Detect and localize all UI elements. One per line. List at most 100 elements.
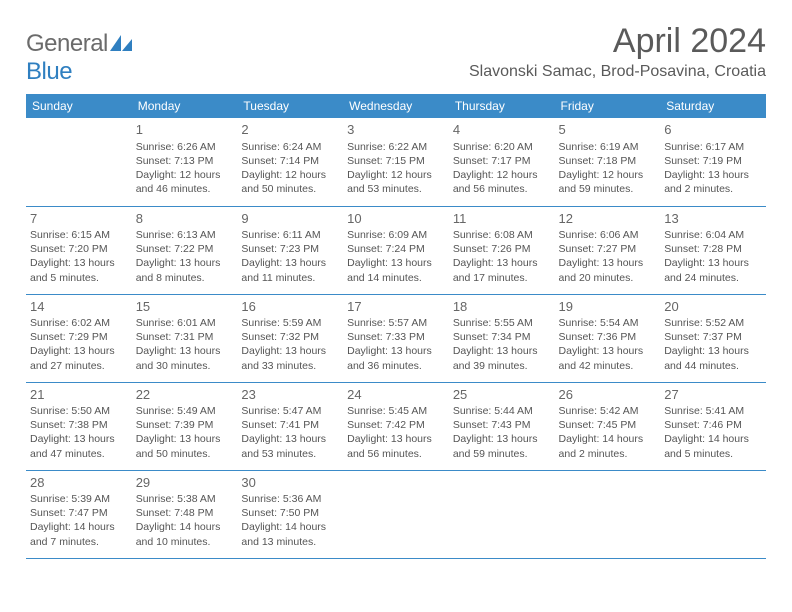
calendar-cell: 22Sunrise: 5:49 AMSunset: 7:39 PMDayligh… xyxy=(132,382,238,470)
daylight-text: and 42 minutes. xyxy=(559,359,657,373)
day-number: 29 xyxy=(136,474,234,492)
calendar-cell: 24Sunrise: 5:45 AMSunset: 7:42 PMDayligh… xyxy=(343,382,449,470)
sunset-text: Sunset: 7:27 PM xyxy=(559,242,657,256)
day-number: 20 xyxy=(664,298,762,316)
sunset-text: Sunset: 7:42 PM xyxy=(347,418,445,432)
sunset-text: Sunset: 7:41 PM xyxy=(241,418,339,432)
calendar-cell xyxy=(660,470,766,558)
daylight-text: Daylight: 13 hours xyxy=(453,432,551,446)
sunset-text: Sunset: 7:38 PM xyxy=(30,418,128,432)
sunrise-text: Sunrise: 5:41 AM xyxy=(664,404,762,418)
daylight-text: Daylight: 14 hours xyxy=(241,520,339,534)
calendar-cell: 13Sunrise: 6:04 AMSunset: 7:28 PMDayligh… xyxy=(660,206,766,294)
sunrise-text: Sunrise: 5:57 AM xyxy=(347,316,445,330)
calendar-cell: 30Sunrise: 5:36 AMSunset: 7:50 PMDayligh… xyxy=(237,470,343,558)
sunrise-text: Sunrise: 6:08 AM xyxy=(453,228,551,242)
daylight-text: and 11 minutes. xyxy=(241,271,339,285)
sunset-text: Sunset: 7:31 PM xyxy=(136,330,234,344)
sunrise-text: Sunrise: 5:52 AM xyxy=(664,316,762,330)
daylight-text: Daylight: 13 hours xyxy=(136,256,234,270)
sunset-text: Sunset: 7:19 PM xyxy=(664,154,762,168)
daylight-text: Daylight: 14 hours xyxy=(559,432,657,446)
sunset-text: Sunset: 7:32 PM xyxy=(241,330,339,344)
daylight-text: and 20 minutes. xyxy=(559,271,657,285)
daylight-text: Daylight: 13 hours xyxy=(664,344,762,358)
calendar-week: 28Sunrise: 5:39 AMSunset: 7:47 PMDayligh… xyxy=(26,470,766,558)
day-number: 25 xyxy=(453,386,551,404)
calendar-cell: 15Sunrise: 6:01 AMSunset: 7:31 PMDayligh… xyxy=(132,294,238,382)
sunrise-text: Sunrise: 5:42 AM xyxy=(559,404,657,418)
month-title: April 2024 xyxy=(469,22,766,61)
sunrise-text: Sunrise: 6:11 AM xyxy=(241,228,339,242)
sunset-text: Sunset: 7:23 PM xyxy=(241,242,339,256)
calendar-table: Sunday Monday Tuesday Wednesday Thursday… xyxy=(26,94,766,559)
brand-logo: General Blue xyxy=(26,30,132,86)
day-number: 11 xyxy=(453,210,551,228)
header: General Blue April 2024 Slavonski Samac,… xyxy=(26,22,766,86)
sunrise-text: Sunrise: 5:36 AM xyxy=(241,492,339,506)
daylight-text: Daylight: 12 hours xyxy=(241,168,339,182)
day-number: 15 xyxy=(136,298,234,316)
calendar-week: 14Sunrise: 6:02 AMSunset: 7:29 PMDayligh… xyxy=(26,294,766,382)
day-number: 23 xyxy=(241,386,339,404)
daylight-text: and 17 minutes. xyxy=(453,271,551,285)
daylight-text: and 2 minutes. xyxy=(664,182,762,196)
sunset-text: Sunset: 7:46 PM xyxy=(664,418,762,432)
daylight-text: and 36 minutes. xyxy=(347,359,445,373)
daylight-text: and 33 minutes. xyxy=(241,359,339,373)
daylight-text: and 46 minutes. xyxy=(136,182,234,196)
dayname-wed: Wednesday xyxy=(343,94,449,118)
sunset-text: Sunset: 7:26 PM xyxy=(453,242,551,256)
sunrise-text: Sunrise: 6:09 AM xyxy=(347,228,445,242)
day-number: 21 xyxy=(30,386,128,404)
calendar-cell: 2Sunrise: 6:24 AMSunset: 7:14 PMDaylight… xyxy=(237,118,343,206)
day-number: 13 xyxy=(664,210,762,228)
daylight-text: and 27 minutes. xyxy=(30,359,128,373)
sunset-text: Sunset: 7:50 PM xyxy=(241,506,339,520)
calendar-cell: 23Sunrise: 5:47 AMSunset: 7:41 PMDayligh… xyxy=(237,382,343,470)
day-number: 16 xyxy=(241,298,339,316)
daylight-text: Daylight: 13 hours xyxy=(136,344,234,358)
calendar-cell: 26Sunrise: 5:42 AMSunset: 7:45 PMDayligh… xyxy=(555,382,661,470)
sunrise-text: Sunrise: 5:47 AM xyxy=(241,404,339,418)
calendar-cell: 28Sunrise: 5:39 AMSunset: 7:47 PMDayligh… xyxy=(26,470,132,558)
title-block: April 2024 Slavonski Samac, Brod-Posavin… xyxy=(469,22,766,81)
calendar-cell: 5Sunrise: 6:19 AMSunset: 7:18 PMDaylight… xyxy=(555,118,661,206)
sunrise-text: Sunrise: 6:24 AM xyxy=(241,140,339,154)
calendar-cell: 16Sunrise: 5:59 AMSunset: 7:32 PMDayligh… xyxy=(237,294,343,382)
sunrise-text: Sunrise: 5:39 AM xyxy=(30,492,128,506)
dayname-sat: Saturday xyxy=(660,94,766,118)
day-number: 2 xyxy=(241,121,339,139)
day-number: 4 xyxy=(453,121,551,139)
calendar-cell: 7Sunrise: 6:15 AMSunset: 7:20 PMDaylight… xyxy=(26,206,132,294)
day-number: 27 xyxy=(664,386,762,404)
day-number: 12 xyxy=(559,210,657,228)
day-number: 26 xyxy=(559,386,657,404)
daylight-text: Daylight: 14 hours xyxy=(664,432,762,446)
day-number: 30 xyxy=(241,474,339,492)
calendar-cell xyxy=(449,470,555,558)
calendar-cell: 20Sunrise: 5:52 AMSunset: 7:37 PMDayligh… xyxy=(660,294,766,382)
daylight-text: Daylight: 12 hours xyxy=(136,168,234,182)
daylight-text: and 50 minutes. xyxy=(241,182,339,196)
calendar-cell: 12Sunrise: 6:06 AMSunset: 7:27 PMDayligh… xyxy=(555,206,661,294)
daylight-text: Daylight: 13 hours xyxy=(347,432,445,446)
calendar-cell: 17Sunrise: 5:57 AMSunset: 7:33 PMDayligh… xyxy=(343,294,449,382)
daylight-text: Daylight: 13 hours xyxy=(241,432,339,446)
sunrise-text: Sunrise: 5:44 AM xyxy=(453,404,551,418)
day-number: 1 xyxy=(136,121,234,139)
daylight-text: Daylight: 13 hours xyxy=(136,432,234,446)
daylight-text: Daylight: 13 hours xyxy=(664,256,762,270)
daylight-text: Daylight: 14 hours xyxy=(30,520,128,534)
daylight-text: Daylight: 13 hours xyxy=(347,256,445,270)
dayname-tue: Tuesday xyxy=(237,94,343,118)
sunrise-text: Sunrise: 6:04 AM xyxy=(664,228,762,242)
calendar-cell: 4Sunrise: 6:20 AMSunset: 7:17 PMDaylight… xyxy=(449,118,555,206)
sunrise-text: Sunrise: 6:02 AM xyxy=(30,316,128,330)
calendar-cell: 9Sunrise: 6:11 AMSunset: 7:23 PMDaylight… xyxy=(237,206,343,294)
daylight-text: and 2 minutes. xyxy=(559,447,657,461)
day-number: 6 xyxy=(664,121,762,139)
sunrise-text: Sunrise: 6:19 AM xyxy=(559,140,657,154)
daylight-text: and 5 minutes. xyxy=(664,447,762,461)
sunset-text: Sunset: 7:29 PM xyxy=(30,330,128,344)
